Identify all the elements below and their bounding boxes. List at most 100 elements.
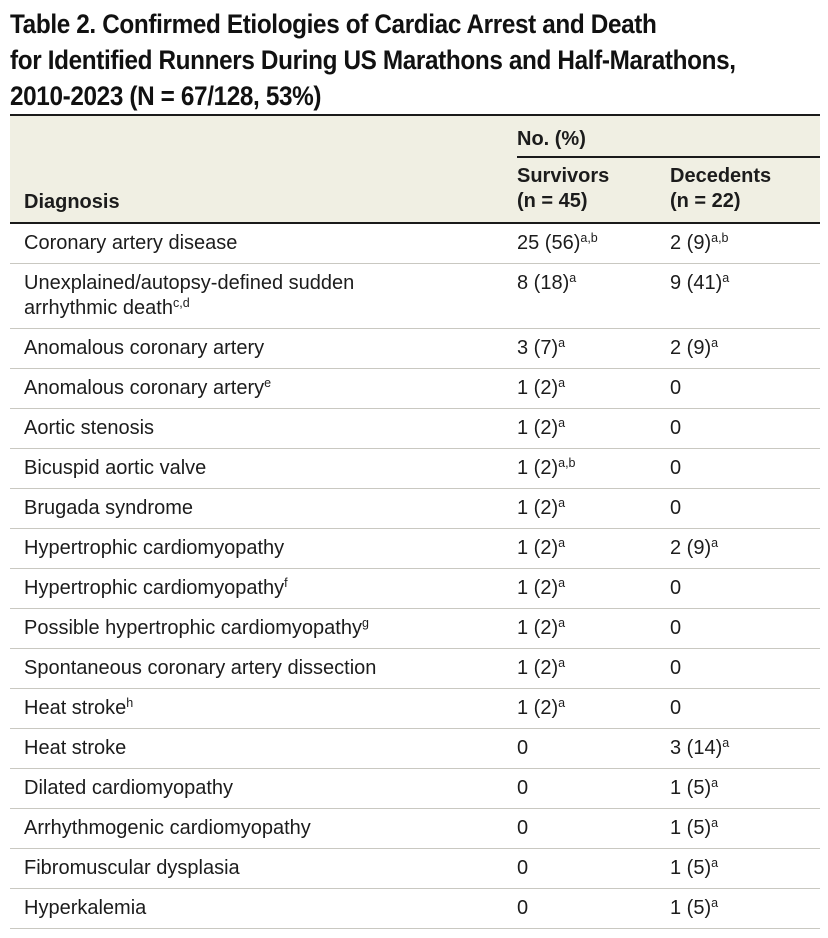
footnote-marker: a xyxy=(711,775,719,790)
diagnosis-cell: Anomalous coronary arterye xyxy=(24,375,272,399)
footnote-marker: a,b xyxy=(558,455,576,470)
etiology-table: Diagnosis No. (%) Survivors (n = 45) Dec… xyxy=(10,114,820,929)
decedents-cell: 2 (9)a xyxy=(670,335,719,359)
survivors-cell: 1 (2)a xyxy=(517,695,566,719)
footnote-marker: a xyxy=(711,895,719,910)
diagnosis-cell: Dilated cardiomyopathy xyxy=(24,777,233,799)
survivors-cell: 1 (2)a xyxy=(517,655,566,679)
decedents-cell: 1 (5)a xyxy=(670,815,719,839)
group-header-label: No. (%) xyxy=(517,128,586,150)
col-header-diagnosis: Diagnosis xyxy=(24,191,120,213)
col-header-decedents: Decedents (n = 22) xyxy=(670,165,772,212)
footnote-marker: a xyxy=(558,575,566,590)
survivors-cell: 0 xyxy=(517,857,529,879)
diagnosis-cell: Unexplained/autopsy-defined sudden arrhy… xyxy=(24,272,355,319)
decedents-cell: 0 xyxy=(670,657,682,679)
footnote-marker: a xyxy=(711,855,719,870)
footnote-marker: a xyxy=(722,270,730,285)
survivors-cell: 1 (2)a,b xyxy=(517,455,576,479)
diagnosis-cell: Fibromuscular dysplasia xyxy=(24,857,240,879)
decedents-cell: 1 (5)a xyxy=(670,775,719,799)
table-row: Possible hypertrophic cardiomyopathyg 1 … xyxy=(10,609,820,649)
survivors-cell: 1 (2)a xyxy=(517,415,566,439)
survivors-cell: 1 (2)a xyxy=(517,535,566,559)
diagnosis-cell: Bicuspid aortic valve xyxy=(24,457,207,479)
table-row: Hypertrophic cardiomyopathy 1 (2)a 2 (9)… xyxy=(10,529,820,569)
col-header-survivors: Survivors (n = 45) xyxy=(517,165,610,212)
table-row: Bicuspid aortic valve 1 (2)a,b 0 xyxy=(10,449,820,489)
footnote-marker: a xyxy=(558,695,566,710)
decedents-cell: 2 (9)a,b xyxy=(670,230,729,254)
survivors-cell: 0 xyxy=(517,777,529,799)
diagnosis-cell: Possible hypertrophic cardiomyopathyg xyxy=(24,615,369,639)
decedents-cell: 1 (5)a xyxy=(670,895,719,919)
footnote-marker: a,b xyxy=(711,230,729,245)
footnote-marker: a xyxy=(558,335,566,350)
survivors-cell: 3 (7)a xyxy=(517,335,566,359)
decedents-cell: 9 (41)a xyxy=(670,270,730,294)
footnote-marker: a xyxy=(711,335,719,350)
decedents-cell: 0 xyxy=(670,697,682,719)
table-row: Coronary artery disease 25 (56)a,b 2 (9)… xyxy=(10,224,820,264)
diagnosis-cell: Hypertrophic cardiomyopathy xyxy=(24,537,285,559)
survivors-cell: 25 (56)a,b xyxy=(517,230,598,254)
footnote-marker: f xyxy=(284,575,288,590)
diagnosis-cell: Spontaneous coronary artery dissection xyxy=(24,657,377,679)
table-row: Brugada syndrome 1 (2)a 0 xyxy=(10,489,820,529)
diagnosis-cell: Hypertrophic cardiomyopathyf xyxy=(24,575,288,599)
footnote-marker: g xyxy=(361,615,369,630)
table-row: Dilated cardiomyopathy 0 1 (5)a xyxy=(10,769,820,809)
col-group-no-pct: No. (%) Survivors (n = 45) Decedents (n … xyxy=(517,116,820,222)
footnote-marker: a xyxy=(569,270,577,285)
table-row: Fibromuscular dysplasia 0 1 (5)a xyxy=(10,849,820,889)
decedents-cell: 0 xyxy=(670,577,682,599)
decedents-cell: 0 xyxy=(670,617,682,639)
diagnosis-cell: Coronary artery disease xyxy=(24,232,238,254)
diagnosis-cell: Heat strokeh xyxy=(24,695,134,719)
footnote-marker: a xyxy=(558,415,566,430)
group-header-rule xyxy=(517,156,820,158)
footnote-marker: a xyxy=(711,815,719,830)
table-row: Unexplained/autopsy-defined sudden arrhy… xyxy=(10,264,820,329)
survivors-cell: 1 (2)a xyxy=(517,375,566,399)
footnote-marker: e xyxy=(264,375,272,390)
survivors-cell: 1 (2)a xyxy=(517,495,566,519)
table-title: Table 2. Confirmed Etiologies of Cardiac… xyxy=(10,9,736,111)
footnote-marker: a xyxy=(558,495,566,510)
diagnosis-cell: Anomalous coronary artery xyxy=(24,337,265,359)
table-row: Anomalous coronary arterye 1 (2)a 0 xyxy=(10,369,820,409)
diagnosis-cell: Arrhythmogenic cardiomyopathy xyxy=(24,817,311,839)
survivors-cell: 0 xyxy=(517,737,529,759)
table-row: Heat stroke 0 3 (14)a xyxy=(10,729,820,769)
table-row: Aortic stenosis 1 (2)a 0 xyxy=(10,409,820,449)
table-header: Diagnosis No. (%) Survivors (n = 45) Dec… xyxy=(10,114,820,224)
footnote-marker: a xyxy=(711,535,719,550)
decedents-cell: 0 xyxy=(670,457,682,479)
diagnosis-cell: Heat stroke xyxy=(24,737,127,759)
table-row: Hypertrophic cardiomyopathyf 1 (2)a 0 xyxy=(10,569,820,609)
decedents-cell: 0 xyxy=(670,417,682,439)
survivors-cell: 1 (2)a xyxy=(517,575,566,599)
subheader-row: Survivors (n = 45) Decedents (n = 22) xyxy=(517,158,820,222)
footnote-marker: a xyxy=(558,535,566,550)
decedents-cell: 1 (5)a xyxy=(670,855,719,879)
decedents-cell: 2 (9)a xyxy=(670,535,719,559)
diagnosis-cell: Hyperkalemia xyxy=(24,897,147,919)
decedents-cell: 0 xyxy=(670,497,682,519)
diagnosis-cell: Brugada syndrome xyxy=(24,497,193,519)
survivors-cell: 0 xyxy=(517,897,529,919)
decedents-cell: 3 (14)a xyxy=(670,735,730,759)
footnote-marker: a xyxy=(558,655,566,670)
footnote-marker: a xyxy=(558,375,566,390)
decedents-cell: 0 xyxy=(670,377,682,399)
footnote-marker: c,d xyxy=(172,295,190,310)
survivors-cell: 0 xyxy=(517,817,529,839)
table-row: Hyperkalemia 0 1 (5)a xyxy=(10,889,820,929)
survivors-cell: 8 (18)a xyxy=(517,270,577,294)
table-row: Anomalous coronary artery 3 (7)a 2 (9)a xyxy=(10,329,820,369)
table-row: Arrhythmogenic cardiomyopathy 0 1 (5)a xyxy=(10,809,820,849)
diagnosis-cell: Aortic stenosis xyxy=(24,417,155,439)
footnote-marker: h xyxy=(126,695,134,710)
footnote-marker: a,b xyxy=(580,230,598,245)
